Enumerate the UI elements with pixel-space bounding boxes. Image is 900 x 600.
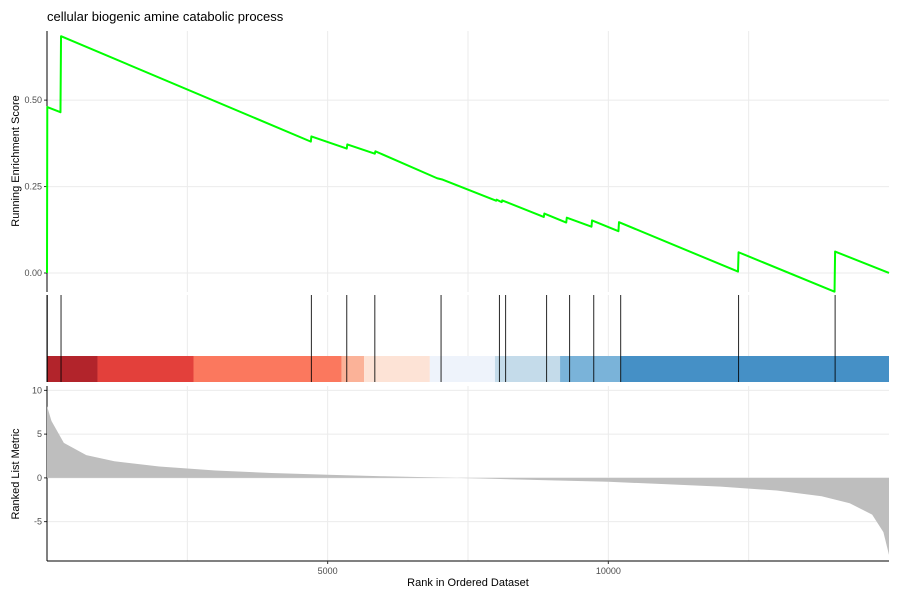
es-y-tick-label-0: 0.00 xyxy=(24,268,42,278)
rank-heatmap-band-3 xyxy=(341,356,365,382)
rank-y-tick-label-0: -5 xyxy=(34,517,42,527)
rank-heatmap-band-5 xyxy=(429,356,495,382)
rank-heatmap-band-7 xyxy=(560,356,621,382)
rank-y-tick-label-1: 0 xyxy=(37,473,42,483)
x-axis-label: Rank in Ordered Dataset xyxy=(407,577,529,589)
rank-heatmap-band-8 xyxy=(620,356,889,382)
rank-heatmap-band-0 xyxy=(47,356,98,382)
ranked-list-area xyxy=(47,406,889,555)
x-tick-label-1: 10000 xyxy=(596,566,621,576)
rank-y-tick-label-3: 10 xyxy=(32,385,42,395)
chart-title: cellular biogenic amine catabolic proces… xyxy=(47,9,284,24)
rank-heatmap-band-2 xyxy=(193,356,342,382)
running-enrichment-line xyxy=(46,35,890,293)
rank-y-tick-label-2: 5 xyxy=(37,429,42,439)
rank-heatmap-band-6 xyxy=(494,356,561,382)
es-y-tick-label-1: 0.25 xyxy=(24,182,42,192)
rank-heatmap-band-4 xyxy=(364,356,430,382)
gene-hits-panel xyxy=(46,295,889,382)
es-y-tick-label-2: 0.50 xyxy=(24,95,42,105)
rank-heatmap-band-1 xyxy=(97,356,194,382)
y-axis-label-es: Running Enrichment Score xyxy=(10,95,22,226)
running-enrichment-panel: 0.00 0.25 0.50 xyxy=(24,31,890,293)
ranked-list-panel: -5 0 5 10 5000 10000 xyxy=(32,385,889,576)
y-axis-label-rank: Ranked List Metric xyxy=(10,428,22,520)
x-tick-label-0: 5000 xyxy=(318,566,338,576)
